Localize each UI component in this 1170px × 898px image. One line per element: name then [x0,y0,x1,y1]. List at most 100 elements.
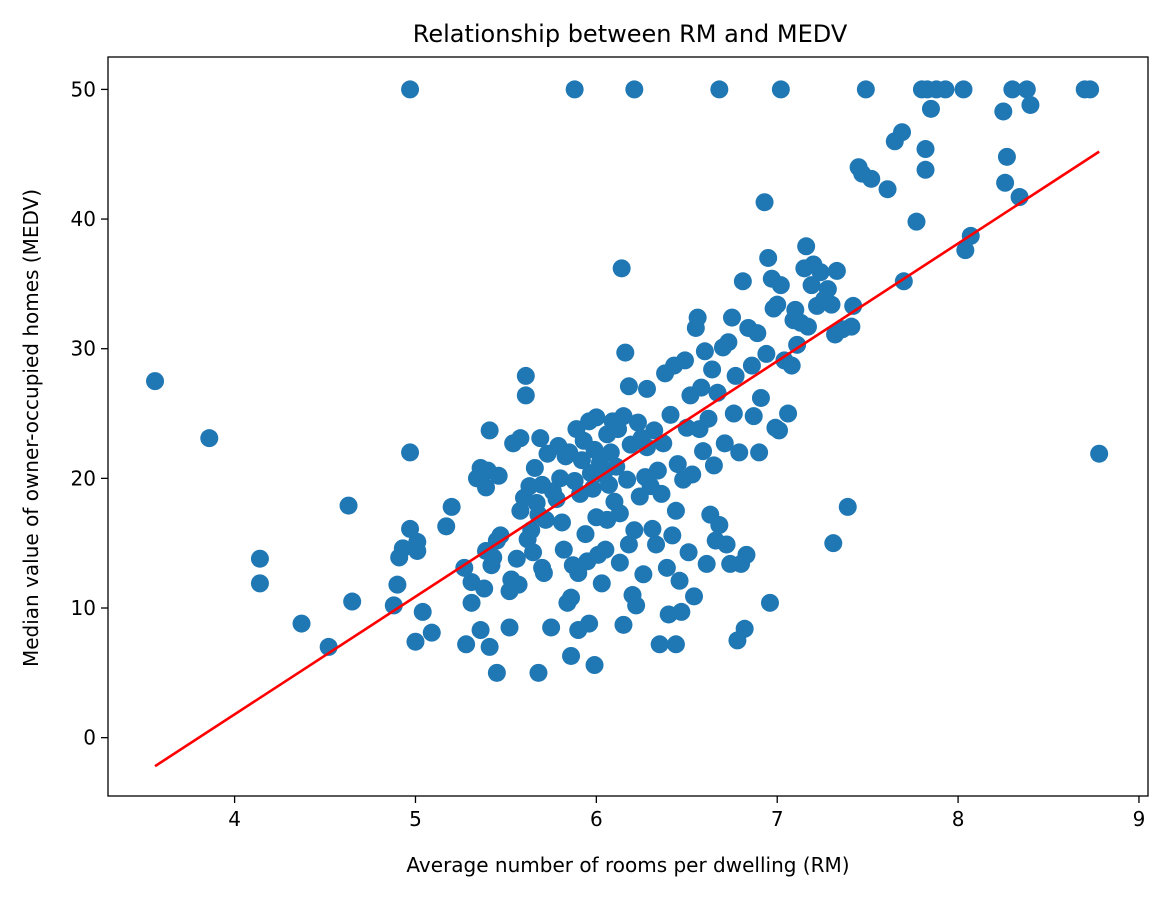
data-point [529,663,548,682]
data-point [457,635,476,654]
data-point [500,618,519,637]
data-point [612,259,631,278]
data-point [802,276,821,295]
data-point [200,429,219,448]
data-point [413,602,432,621]
data-point [422,623,441,642]
data-point [750,443,769,462]
data-point [547,490,566,509]
data-point [534,564,553,583]
data-point [862,169,881,188]
data-point [616,343,635,362]
data-point [648,461,667,480]
y-axis: 0 10 20 30 40 50 [71,77,108,750]
data-point [724,404,743,423]
data-point [480,421,499,440]
data-point [694,442,713,461]
data-point [580,614,599,633]
data-point [618,470,637,489]
data-point [625,80,644,99]
data-point [250,549,269,568]
data-point [666,501,685,520]
data-point [916,140,935,159]
data-point [956,241,975,260]
data-point [824,534,843,553]
data-point [737,545,756,564]
data-point [683,465,702,484]
data-point [442,497,461,516]
data-point [818,280,837,299]
data-point [670,571,689,590]
data-point [692,378,711,397]
data-point [487,663,506,682]
x-tick-label: 8 [952,807,965,831]
x-tick-label: 5 [409,807,422,831]
data-point [587,408,606,427]
data-point [1021,95,1040,114]
data-point [401,443,420,462]
data-point [844,296,863,315]
y-tick-label: 30 [71,337,96,361]
data-point [782,356,801,375]
data-point [954,80,973,99]
data-point [735,619,754,638]
data-point [576,525,595,544]
data-point [726,366,745,385]
data-point [822,295,841,314]
data-point [489,466,508,485]
data-point [610,504,629,523]
x-tick-label: 9 [1133,807,1146,831]
data-point [657,558,676,577]
data-point [661,405,680,424]
data-point [628,413,647,432]
data-point [619,377,638,396]
data-point [997,147,1016,166]
data-point [710,516,729,535]
data-point [715,434,734,453]
data-point [798,317,817,336]
data-point [572,451,591,470]
y-tick-label: 0 [83,726,96,750]
data-point [384,596,403,615]
data-point [610,553,629,572]
data-point [554,540,573,559]
data-point [516,366,535,385]
data-point [907,212,926,231]
data-point [744,407,763,426]
data-point [477,478,496,497]
data-point [921,99,940,118]
data-point [614,615,633,634]
data-point [484,548,503,567]
data-point [654,434,673,453]
data-point [475,579,494,598]
data-point [343,592,362,611]
data-point [393,539,412,558]
data-point [675,351,694,370]
data-point [757,344,776,363]
data-point [710,80,729,99]
data-point [650,635,669,654]
data-point [916,160,935,179]
data-point [625,521,644,540]
data-point [779,404,798,423]
data-point [695,342,714,361]
data-point [462,593,481,612]
data-point [679,543,698,562]
data-point [878,180,897,199]
data-point [688,308,707,327]
data-point [759,248,778,267]
data-point [771,276,790,295]
data-point [339,496,358,515]
data-point [250,574,269,593]
data-point [643,519,662,538]
y-tick-label: 50 [71,77,96,101]
data-point [524,543,543,562]
plot-frame [107,56,1149,797]
data-point [645,421,664,440]
data-point [768,295,787,314]
data-point [996,173,1015,192]
data-point [663,526,682,545]
data-point [507,549,526,568]
data-point [388,575,407,594]
